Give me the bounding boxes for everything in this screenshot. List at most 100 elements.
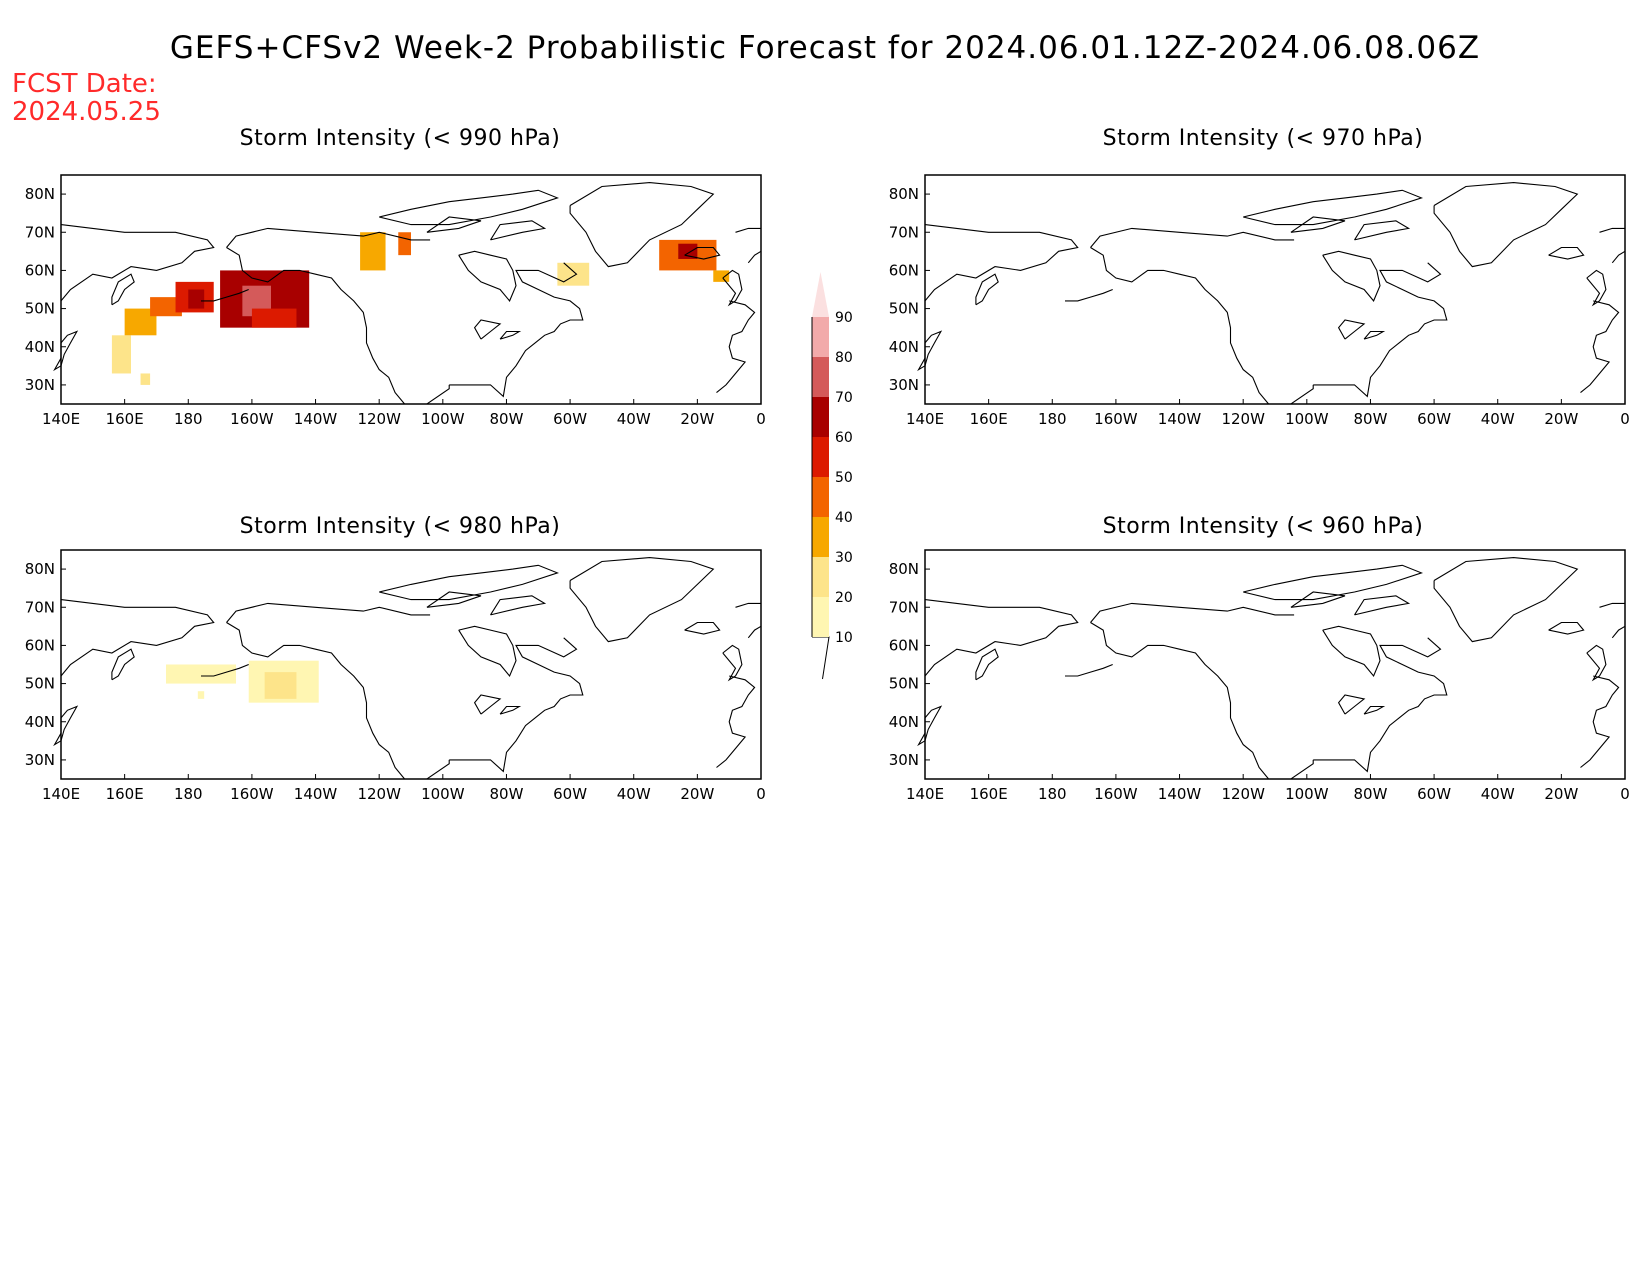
lon-tick-label: 40W — [617, 785, 651, 803]
coastline-6 — [1322, 625, 1381, 678]
probability-cell-p980-0 — [166, 664, 236, 684]
colorbar-segment-0 — [812, 597, 829, 637]
lon-tick-label: 40W — [1481, 410, 1515, 428]
lon-tick-label: 60W — [553, 410, 587, 428]
coastline-5 — [1065, 288, 1113, 302]
coastline-5 — [201, 288, 249, 302]
lon-tick-label: 160W — [1094, 410, 1138, 428]
coastline-11 — [379, 189, 560, 226]
coastline-7 — [1313, 262, 1448, 398]
lon-tick-label: 60W — [1417, 785, 1451, 803]
map-panel-p960: 140E 160E 180 160W 140W 120W 100W 80W 60W 40W 20W 0… — [889, 549, 1630, 803]
colorbar-segment-4 — [812, 437, 829, 477]
probability-cell-p990-9 — [360, 232, 386, 271]
coastline-13 — [490, 595, 547, 616]
coastline-4 — [226, 622, 406, 780]
lat-tick-label: 40N — [889, 338, 919, 356]
lat-tick-label: 30N — [25, 751, 55, 769]
lon-tick-label: 100W — [1285, 785, 1329, 803]
coastline-18 — [747, 250, 762, 264]
coastline-4 — [226, 247, 406, 405]
coastline-13 — [1354, 220, 1411, 241]
coastline-10 — [499, 705, 522, 715]
colorbar-lower-extension — [812, 636, 830, 680]
lat-tick-label: 80N — [889, 185, 919, 203]
coastline-2 — [917, 330, 943, 372]
lon-tick-label: 80W — [1353, 785, 1387, 803]
coastline-0 — [60, 224, 215, 302]
coastline-14 — [569, 557, 715, 643]
coastline-18 — [1611, 250, 1626, 264]
coastline-11 — [379, 564, 560, 601]
lon-tick-label: 80W — [489, 785, 523, 803]
coastline-6 — [1322, 250, 1381, 302]
coastline-1 — [111, 273, 135, 306]
lon-tick-label: 140E — [906, 785, 944, 803]
lat-tick-label: 30N — [25, 376, 55, 394]
coastline-4 — [1090, 247, 1270, 405]
lon-tick-label: 180 — [174, 785, 203, 803]
coastline-6 — [458, 250, 517, 302]
coastline-15 — [684, 621, 721, 635]
colorbar-segment-6 — [812, 357, 829, 397]
lon-tick-label: 80W — [489, 410, 523, 428]
map-frame — [924, 174, 1626, 405]
coastline-9 — [1337, 694, 1366, 715]
coastline-9 — [473, 319, 502, 340]
lat-tick-label: 40N — [889, 713, 919, 731]
coastline-11 — [1243, 189, 1424, 226]
lon-tick-label: 40W — [617, 410, 651, 428]
lat-tick-label: 50N — [889, 675, 919, 693]
forecast-date-label: FCST Date: — [12, 69, 157, 99]
map-panel-p980: 140E 160E 180 160W 140W 120W 100W 80W 60W 40W 20W 0… — [25, 549, 766, 803]
lon-tick-label: 180 — [1038, 785, 1067, 803]
coastline-10 — [1363, 705, 1386, 715]
panel-title-960: Storm Intensity (< 960 hPa) — [1102, 514, 1424, 539]
lon-tick-label: 0 — [756, 785, 766, 803]
coastline-3 — [226, 227, 431, 248]
coastline-2 — [53, 705, 79, 747]
coastline-16 — [722, 269, 743, 307]
lon-tick-label: 160E — [970, 410, 1008, 428]
lat-tick-label: 70N — [889, 598, 919, 616]
coastline-5 — [201, 663, 249, 677]
lon-tick-label: 160E — [106, 410, 144, 428]
colorbar-tick-label: 80 — [835, 350, 853, 366]
coastline-5 — [1065, 663, 1113, 677]
probability-cell-p990-10 — [398, 232, 411, 256]
coastline-15 — [684, 246, 721, 260]
lon-tick-label: 140E — [906, 410, 944, 428]
lon-tick-label: 140W — [1158, 410, 1202, 428]
coastline-6 — [458, 625, 517, 678]
colorbar: 10 20 30 40 50 60 70 80 90 — [811, 272, 853, 680]
lon-tick-label: 180 — [174, 410, 203, 428]
lat-tick-label: 30N — [889, 376, 919, 394]
coastline-12 — [1290, 591, 1346, 608]
lon-tick-label: 160W — [230, 410, 274, 428]
coastline-0 — [924, 599, 1079, 677]
probability-cell-p990-11 — [557, 262, 590, 286]
coastline-14 — [1433, 182, 1579, 268]
coastline-18 — [747, 625, 762, 639]
colorbar-tick-label: 30 — [835, 550, 853, 566]
colorbar-segment-3 — [812, 477, 829, 517]
lon-tick-label: 20W — [680, 410, 714, 428]
forecast-date-value: 2024.05.25 — [12, 97, 161, 127]
coastline-1 — [975, 273, 999, 306]
coastline-7 — [449, 637, 584, 773]
lon-tick-label: 140W — [294, 410, 338, 428]
colorbar-segment-5 — [812, 397, 829, 437]
lon-tick-label: 120W — [357, 410, 401, 428]
forecast-date: FCST Date: 2024.05.25 — [12, 70, 161, 126]
probability-cell-p990-8 — [251, 308, 297, 328]
panel-title-970: Storm Intensity (< 970 hPa) — [1102, 126, 1424, 151]
lon-tick-label: 140W — [294, 785, 338, 803]
lat-tick-label: 80N — [25, 185, 55, 203]
lon-tick-label: 140W — [1158, 785, 1202, 803]
colorbar-tick-label: 40 — [835, 510, 853, 526]
coastline-10 — [499, 330, 522, 340]
coastline-14 — [569, 182, 715, 268]
lon-tick-label: 100W — [421, 410, 465, 428]
lon-tick-label: 20W — [1544, 410, 1578, 428]
